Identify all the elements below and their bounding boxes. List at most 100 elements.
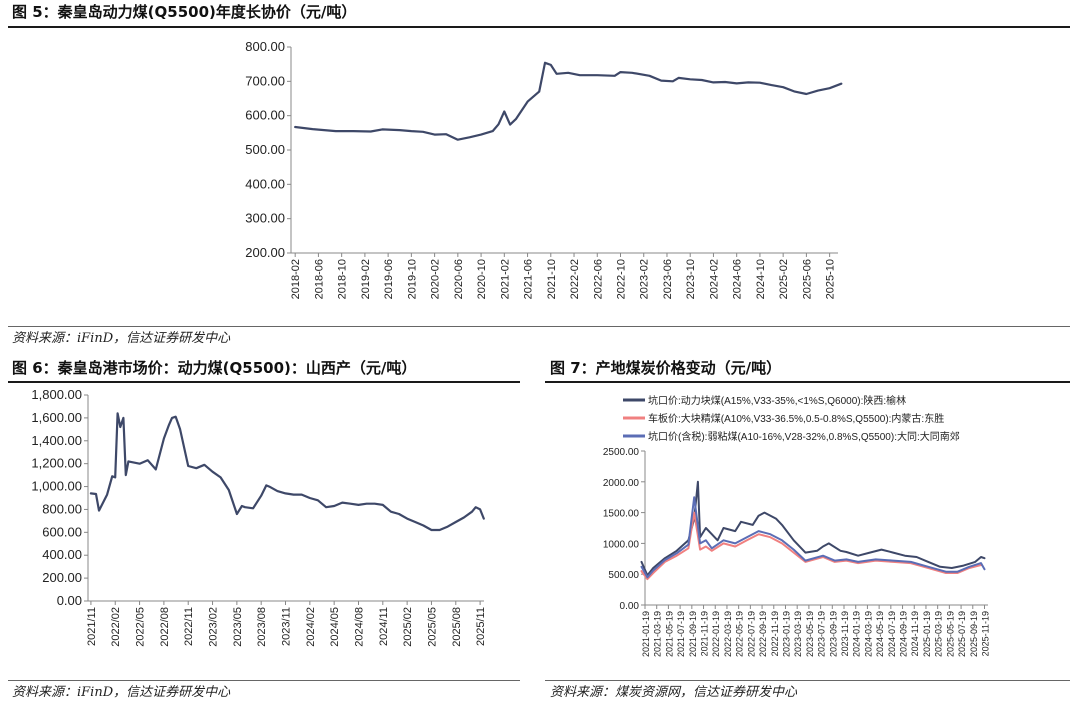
chart-6-x-tick-label: 2025/08 [451,607,463,647]
chart-7-x-tick-label: 2023-11-19 [840,611,850,656]
chart-6-y-tick-label: 1,200.00 [31,456,82,471]
figure-7-top-rule [545,381,1070,383]
chart-7-y-tick-label: 1500.00 [603,509,640,520]
chart-5-x-tick-label: 2023-02 [639,259,651,299]
chart-5-x-tick-label: 2020-06 [453,259,465,299]
chart-7-legend-label-3: 坑口价(含税):弱粘煤(A10-16%,V28-32%,0.8%S,Q5500)… [648,430,960,443]
chart-7-x-tick-label: 2023-05-19 [805,611,815,657]
chart-7-x-tick-label: 2023-03-19 [793,611,803,657]
chart-5-x-tick-label: 2019-10 [406,259,418,299]
chart-6-x-tick-label: 2025/05 [426,607,438,647]
chart-7-x-tick-label: 2025-03-19 [934,611,944,657]
chart-5-series-line-1 [294,61,843,141]
chart-5-y-tick-label: 600.00 [245,108,285,123]
chart-5-x-tick-label: 2025-06 [801,259,813,299]
chart-7-x-tick-label: 2025-09-19 [969,611,979,657]
chart-5-x-tick-label: 2022-06 [592,259,604,299]
chart-7-x-tick-label: 2023-01-19 [781,611,791,657]
chart-6-y-tick-label: 1,800.00 [31,387,82,402]
chart-7-y-tick-label: 1000.00 [603,539,640,550]
chart-5-y-tick-label: 200.00 [245,245,285,260]
chart-7-x-tick-label: 2025-01-19 [922,611,932,657]
chart-7-series-line-3 [640,496,986,579]
chart-5-y-tick-label: 700.00 [245,73,285,88]
chart-6-x-tick-label: 2024/11 [378,607,390,646]
chart-6-x-tick-label: 2023/08 [256,607,268,647]
chart-6-y-tick-label: 400.00 [42,547,82,562]
chart-6-x-tick-label: 2024/08 [353,607,365,647]
chart-7-x-tick-label: 2024-09-19 [899,611,909,657]
chart-5-x-tick-label: 2020-02 [430,259,442,299]
figure-5-source: 资料来源：iFinD，信达证券研发中心 [12,331,231,346]
chart-6-x-tick-label: 2023/05 [232,607,244,647]
chart-7-y-tick-label: 2000.00 [603,478,640,489]
chart-6-x-tick-label: 2021/11 [86,607,98,646]
chart-6-y-tick-label: 200.00 [42,570,82,585]
chart-7-series-line-1 [640,480,986,577]
chart-6-x-tick-label: 2022/05 [135,607,147,647]
chart-7-x-tick-label: 2022-01-19 [711,611,721,657]
chart-6-y-tick-label: 0.00 [57,593,82,608]
chart-7-legend-label-2: 车板价:大块精煤(A10%,V33-36.5%,0.5-0.8%S,Q5500)… [648,412,944,425]
chart-5-x-tick-label: 2023-06 [662,259,674,299]
chart-5-x-tick-label: 2019-06 [383,259,395,299]
chart-5-x-tick-label: 2018-02 [290,259,302,299]
chart-5-y-tick-label: 500.00 [245,142,285,157]
chart-5-x-tick-label: 2019-02 [360,259,372,299]
chart-5-x-tick-label: 2025-02 [778,259,790,299]
chart-6-x-tick-label: 2025/02 [402,607,414,647]
chart-5-x-tick-label: 2022-10 [616,259,628,299]
chart-7-x-tick-label: 2024-03-19 [863,611,873,657]
chart-7-x-tick-label: 2023-09-19 [828,611,838,657]
chart-5-y-tick-label: 300.00 [245,211,285,226]
chart-7-x-tick-label: 2022-09-19 [758,611,768,657]
chart-7-x-tick-label: 2022-05-19 [735,611,745,657]
figure-6-source: 资料来源：iFinD，信达证券研发中心 [12,685,231,700]
chart-7-x-tick-label: 2024-01-19 [852,611,862,657]
chart-5-y-tick-label: 800.00 [245,39,285,54]
chart-7-x-tick-label: 2024-07-19 [887,611,897,657]
chart-7-x-tick-label: 2023-07-19 [817,611,827,657]
figure-7-title: 图 7：产地煤炭价格变动（元/吨） [550,359,782,377]
chart-5-x-tick-label: 2024-02 [708,259,720,299]
chart-7-x-tick-label: 2024-11-19 [910,611,920,656]
chart-5-x-tick-label: 2023-10 [685,259,697,299]
chart-6-x-tick-label: 2022/02 [110,607,122,647]
chart-5-x-tick-label: 2020-10 [476,259,488,299]
chart-6-x-tick-label: 2023/11 [281,607,293,646]
chart-7-x-tick-label: 2021-11-19 [700,611,710,656]
chart-6-x-tick-label: 2024/02 [305,607,317,647]
chart-6-series-line-1 [89,412,485,532]
chart-7-x-tick-label: 2022-03-19 [723,611,733,657]
chart-5-x-tick-label: 2021-10 [546,259,558,299]
figure-5-title: 图 5：秦皇岛动力煤(Q5500)年度长协价（元/吨） [12,3,357,21]
chart-6-x-tick-label: 2023/02 [208,607,220,647]
chart-5-x-tick-label: 2018-06 [313,259,325,299]
figure-5-bottom-rule [8,326,1070,327]
figure-7-source: 资料来源：煤炭资源网，信达证券研发中心 [550,685,798,700]
chart-7-x-tick-label: 2025-11-19 [980,611,990,656]
chart-5-y-tick-label: 400.00 [245,176,285,191]
chart-7-x-tick-label: 2022-07-19 [746,611,756,657]
chart-7-x-tick-label: 2024-05-19 [875,611,885,657]
chart-7-x-tick-label: 2022-11-19 [770,611,780,656]
chart-6-y-tick-label: 600.00 [42,524,82,539]
chart-6-x-tick-label: 2025/11 [475,607,487,646]
chart-7-x-tick-label: 2021-09-19 [688,611,698,657]
chart-6-y-tick-label: 1,600.00 [31,410,82,425]
figure-6-top-rule [8,381,520,383]
chart-7-x-tick-label: 2021-07-19 [676,611,686,657]
chart-5-x-tick-label: 2018-10 [337,259,349,299]
chart-5-x-tick-label: 2021-06 [523,259,535,299]
chart-7-x-tick-label: 2025-05-19 [945,611,955,657]
figure-6-bottom-rule [8,680,520,681]
chart-6-x-tick-label: 2024/05 [329,607,341,647]
chart-7-x-tick-label: 2025-07-19 [957,611,967,657]
chart-7-series-line-2 [640,511,982,581]
chart-7-y-tick-label: 0.00 [620,601,640,612]
chart-5-x-tick-label: 2024-10 [755,259,767,299]
chart-5-x-tick-label: 2021-02 [499,259,511,299]
